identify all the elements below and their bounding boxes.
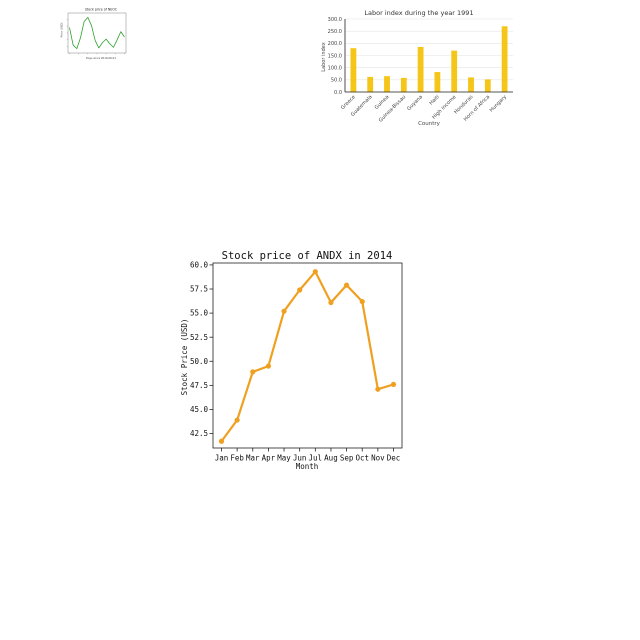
- labor-bar: [451, 50, 458, 92]
- andx-y-tick-label: 55.0: [190, 309, 209, 318]
- labor-bar: [501, 26, 508, 92]
- andx-plot-frame: [212, 262, 403, 449]
- neoc-plot-frame: [67, 12, 127, 54]
- labor-y-tick-label: 100.0: [328, 65, 342, 71]
- andx-x-tick-label: Jan: [215, 454, 229, 463]
- andx-data-point: [359, 298, 365, 305]
- labor-y-axis-label: Labor index: [321, 42, 327, 71]
- andx-y-tick-label: 50.0: [190, 357, 209, 366]
- labor-y-tick-label: 300.0: [328, 17, 342, 23]
- andx-data-point: [390, 381, 397, 388]
- labor-y-tick-label: 0.0: [334, 90, 342, 96]
- labor-bar: [384, 76, 390, 92]
- labor-bar: [367, 76, 374, 92]
- labor-y-tick-label: 200.0: [328, 41, 342, 47]
- andx-y-tick-label: 45.0: [190, 405, 209, 414]
- labor-bar: [484, 79, 491, 92]
- andx-x-tick-label: Apr: [262, 454, 276, 463]
- labor-x-axis-label: Country: [418, 121, 441, 127]
- andx-x-tick-label: Jun: [293, 454, 307, 463]
- andx-y-tick-label: 57.5: [190, 285, 208, 294]
- andx-x-tick-label: Oct: [355, 454, 369, 463]
- labor-x-tick-label: Guyana: [406, 94, 424, 112]
- andx-x-tick-label: Mar: [246, 454, 260, 463]
- andx-x-axis-label: Month: [296, 462, 319, 471]
- labor-bar: [350, 48, 357, 92]
- andx-data-point: [234, 417, 240, 423]
- neoc-x-axis-label: Days since 2019-06-01: [86, 56, 116, 60]
- andx-data-point: [218, 438, 225, 444]
- andx-x-tick-label: May: [277, 454, 291, 463]
- andx-y-tick-label: 42.5: [190, 429, 208, 438]
- andx-x-tick-label: Sep: [340, 454, 354, 463]
- labor-x-tick-label: Haiti: [428, 94, 440, 106]
- andx-data-point: [265, 363, 272, 369]
- labor-bar: [434, 72, 441, 92]
- andx-data-point: [281, 308, 287, 314]
- andx-data-point: [250, 369, 256, 375]
- andx-series-line: [220, 270, 394, 442]
- andx-y-tick-label: 47.5: [190, 381, 208, 390]
- andx-x-tick-label: Feb: [230, 454, 244, 463]
- andx-y-tick-label: 52.5: [190, 333, 208, 342]
- andx-x-tick-label: Jul: [309, 454, 323, 463]
- andx-data-point: [375, 386, 381, 392]
- labor-bar: [400, 77, 407, 92]
- labor-y-tick-label: 50.0: [331, 78, 342, 84]
- neoc-series-line: [69, 16, 125, 50]
- neoc-chart-title: Stock price of NEOC: [85, 8, 118, 12]
- andx-y-tick-label: 60.0: [190, 261, 209, 270]
- labor-bar: [468, 77, 474, 92]
- labor-index-bar-chart: Labor index during the year 1991 Labor i…: [321, 9, 513, 127]
- andx-x-tick-label: Aug: [324, 454, 338, 463]
- neoc-y-axis-label: Price (USD): [60, 23, 64, 38]
- andx-data-point: [297, 287, 303, 293]
- andx-chart-title: Stock price of ANDX in 2014: [222, 250, 393, 262]
- andx-x-tick-label: Dec: [387, 454, 401, 463]
- labor-y-tick-label: 150.0: [328, 53, 342, 59]
- andx-data-point: [312, 269, 318, 275]
- andx-y-axis-label: Stock Price (USD): [180, 319, 189, 396]
- labor-y-tick-label: 250.0: [328, 29, 342, 35]
- andx-data-point: [343, 282, 350, 288]
- andx-stock-chart: Stock price of ANDX in 2014 Stock Price …: [180, 250, 403, 471]
- neoc-stock-chart: Stock price of NEOC Price (USD) Days sin…: [60, 8, 127, 60]
- labor-bar: [417, 46, 424, 92]
- andx-data-point: [328, 299, 334, 306]
- andx-x-tick-label: Nov: [371, 454, 385, 463]
- labor-x-tick-label: Hungary: [489, 94, 508, 113]
- labor-chart-title: Labor index during the year 1991: [364, 9, 473, 17]
